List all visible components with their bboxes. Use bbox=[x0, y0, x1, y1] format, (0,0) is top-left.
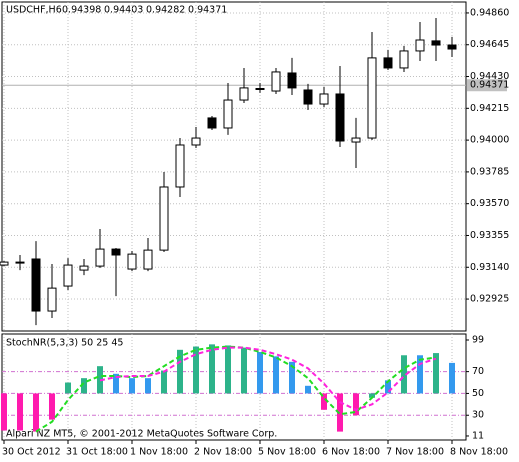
histogram-bar bbox=[369, 393, 375, 398]
candle-body bbox=[175, 144, 185, 188]
x-tick-label: 5 Nov 18:00 bbox=[258, 447, 316, 458]
candle-body bbox=[223, 99, 233, 129]
y-tick-label: 0.93140 bbox=[470, 262, 509, 273]
histogram-bar bbox=[209, 344, 215, 394]
main-pane bbox=[1, 1, 467, 332]
y-tick-label: 0.94430 bbox=[470, 71, 509, 82]
histogram-bar bbox=[177, 349, 183, 394]
candle-body bbox=[335, 93, 345, 142]
y-tick-label: 0.94000 bbox=[470, 135, 509, 146]
price-label: 0.94371 bbox=[470, 80, 509, 91]
histogram-bar bbox=[129, 378, 135, 394]
histogram-bar bbox=[257, 351, 263, 394]
histogram-bar bbox=[449, 362, 455, 394]
y-tick-label: 0.92925 bbox=[470, 294, 509, 305]
histogram-bar bbox=[385, 380, 391, 394]
y-tick-label: 50 bbox=[472, 388, 484, 399]
candle-body bbox=[79, 265, 89, 271]
histogram-bar bbox=[33, 393, 39, 432]
histogram-bar bbox=[145, 378, 151, 394]
candle-body bbox=[95, 248, 105, 267]
candle-body bbox=[319, 93, 329, 105]
x-tick-label: 31 Oct 18:00 bbox=[66, 447, 128, 458]
x-tick-label: 30 Oct 2012 bbox=[2, 447, 61, 458]
candle-body bbox=[399, 50, 409, 69]
candle-body bbox=[271, 71, 281, 92]
histogram-bar bbox=[241, 347, 247, 394]
y-tick-label: 0.94860 bbox=[470, 7, 509, 18]
histogram-bar bbox=[417, 355, 423, 394]
x-tick-label: 1 Nov 18:00 bbox=[130, 447, 188, 458]
candle-body bbox=[63, 264, 73, 287]
histogram-bar bbox=[353, 393, 359, 416]
candle-body bbox=[287, 72, 297, 89]
candle-body bbox=[303, 89, 313, 105]
candle-body bbox=[447, 44, 457, 50]
x-tick-label: 6 Nov 18:00 bbox=[322, 447, 380, 458]
candle-body bbox=[415, 39, 425, 52]
histogram-bar bbox=[433, 353, 439, 394]
candle-body bbox=[143, 249, 153, 270]
histogram-bar bbox=[161, 370, 167, 394]
y-tick-label: 70 bbox=[472, 366, 484, 377]
candle-body bbox=[367, 57, 377, 139]
candle-body bbox=[383, 57, 393, 69]
y-tick-label: 0.93355 bbox=[470, 230, 509, 241]
candle-body bbox=[0, 261, 9, 266]
x-tick-label: 2 Nov 18:00 bbox=[194, 447, 252, 458]
histogram-bar bbox=[193, 346, 199, 394]
candle-body bbox=[207, 117, 217, 129]
ohlc-value: 0.94282 bbox=[146, 5, 185, 16]
footer: Alpari NZ MT5, © 2001-2012 MetaQuotes So… bbox=[6, 429, 277, 440]
symbol: USDCHF,H6 bbox=[6, 5, 62, 16]
x-tick-label: 7 Nov 18:00 bbox=[386, 447, 444, 458]
y-tick-label: 0.94215 bbox=[470, 103, 509, 114]
candle-body bbox=[431, 40, 441, 46]
y-tick-label: 0.93785 bbox=[470, 166, 509, 177]
histogram-bar bbox=[321, 393, 327, 410]
candle-body bbox=[47, 287, 57, 312]
y-tick-label: 0.93570 bbox=[470, 198, 509, 209]
y-tick-label: 0.94645 bbox=[470, 39, 509, 50]
price-label-box bbox=[467, 79, 507, 92]
indicator-line bbox=[99, 346, 437, 411]
indicator-line bbox=[35, 345, 437, 433]
histogram-bar bbox=[225, 345, 231, 394]
histogram-bar bbox=[49, 393, 55, 420]
histogram-bar bbox=[337, 393, 343, 432]
x-tick-label: 8 Nov 18:00 bbox=[450, 447, 508, 458]
histogram-bar bbox=[273, 356, 279, 394]
y-tick-label: 11 bbox=[472, 430, 484, 441]
candle-body bbox=[31, 258, 41, 312]
histogram-bar bbox=[305, 385, 311, 394]
indicator-title: StochNR(5,3,3) 50 25 45 bbox=[6, 338, 123, 349]
ohlc-value: 0.94398 bbox=[62, 5, 101, 16]
histogram-bar bbox=[65, 382, 71, 394]
histogram-bar bbox=[289, 361, 295, 394]
y-tick-label: 99 bbox=[472, 334, 484, 345]
histogram-bar bbox=[401, 355, 407, 394]
histogram-bar bbox=[17, 393, 23, 431]
candle-body bbox=[159, 186, 169, 251]
histogram-bar bbox=[1, 393, 7, 431]
y-tick-label: 30 bbox=[472, 410, 484, 421]
candle-body bbox=[127, 253, 137, 270]
candle-body bbox=[191, 137, 201, 146]
ohlc-value: 0.94403 bbox=[104, 5, 143, 16]
candle-body bbox=[111, 248, 121, 256]
candle-body bbox=[239, 87, 249, 101]
histogram-bar bbox=[81, 378, 87, 394]
candle-body bbox=[255, 88, 265, 91]
indicator-pane bbox=[1, 333, 467, 441]
ohlc-value: 0.94371 bbox=[188, 5, 227, 16]
candle-body bbox=[351, 137, 361, 143]
candle-body bbox=[15, 261, 25, 264]
histogram-bar bbox=[113, 373, 119, 394]
